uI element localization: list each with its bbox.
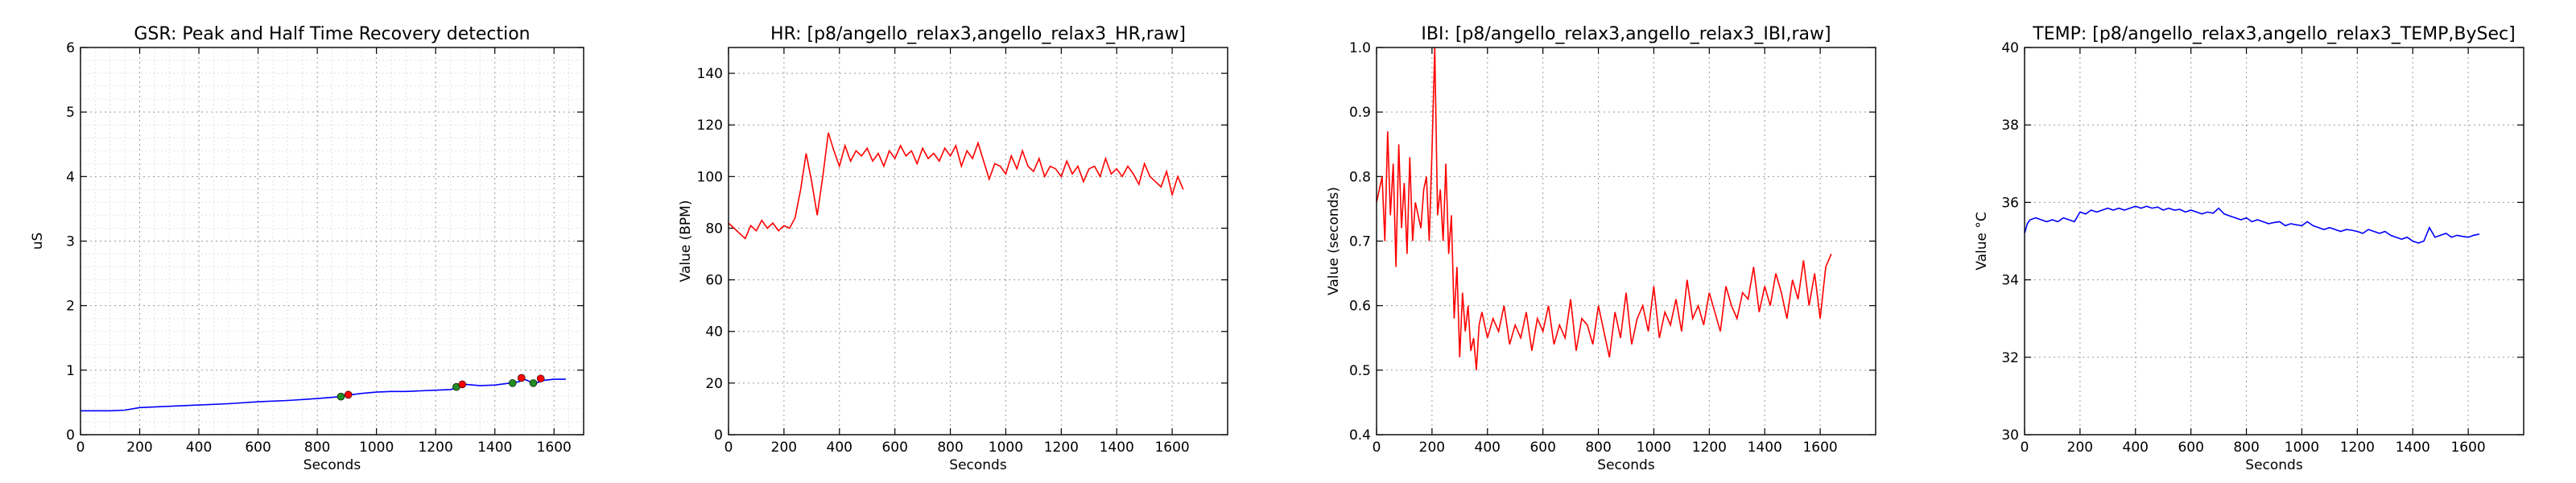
x-tick-label: 1200 <box>2340 440 2375 456</box>
y-axis-label: Value (BPM) <box>678 200 694 283</box>
y-tick-label: 140 <box>697 66 723 82</box>
peak-marker <box>529 379 538 387</box>
x-tick-label: 800 <box>937 440 963 456</box>
y-tick-label: 3 <box>66 234 75 250</box>
y-axis-label: Value °C <box>1974 212 1990 270</box>
x-tick-label: 0 <box>724 440 733 456</box>
x-axis-label: Seconds <box>303 457 361 473</box>
x-tick-label: 800 <box>2233 440 2259 456</box>
y-tick-label: 20 <box>705 376 723 392</box>
y-tick-label: 4 <box>66 169 75 185</box>
x-tick-label: 1400 <box>2396 440 2430 456</box>
x-tick-label: 1200 <box>1692 440 1727 456</box>
x-tick-label: 0 <box>76 440 85 456</box>
y-tick-label: 0.6 <box>1349 299 1371 315</box>
chart-title: TEMP: [p8/angello_relax3,angello_relax3_… <box>2032 24 2515 44</box>
series-line-1 <box>729 132 1184 240</box>
y-tick-label: 38 <box>2001 118 2019 134</box>
x-tick-label: 1000 <box>1637 440 1671 456</box>
y-tick-label: 0.5 <box>1349 363 1371 379</box>
x-tick-label: 1000 <box>989 440 1023 456</box>
x-tick-label: 400 <box>827 440 852 456</box>
x-tick-label: 1400 <box>1748 440 1782 456</box>
chart-title: IBI: [p8/angello_relax3,angello_relax3_I… <box>1421 24 1831 44</box>
x-tick-label: 1600 <box>2450 440 2485 456</box>
y-tick-label: 100 <box>697 169 723 185</box>
y-tick-label: 32 <box>2001 350 2019 366</box>
y-tick-label: 40 <box>2001 40 2019 56</box>
y-tick-label: 1.0 <box>1349 40 1371 56</box>
x-tick-label: 1600 <box>1802 440 1837 456</box>
plot-frame <box>728 47 1228 436</box>
y-tick-label: 80 <box>705 221 723 237</box>
chart-panel-2: 0 200 400 600 800 1000 1200 1400 1600 0 20 40 60 80 10… <box>678 24 1228 473</box>
x-tick-label: 600 <box>245 440 270 456</box>
x-tick-label: 1200 <box>1044 440 1079 456</box>
x-tick-label: 1400 <box>477 440 512 456</box>
x-tick-label: 200 <box>1419 440 1445 456</box>
y-tick-label: 120 <box>697 118 723 134</box>
chart-panel-4: 0 200 400 600 800 1000 1200 1400 1600 30 32 34 36 38 4… <box>1974 24 2524 473</box>
series-line-1 <box>1377 47 1832 370</box>
y-tick-label: 2 <box>66 299 75 315</box>
peak-marker <box>344 390 353 399</box>
y-tick-label: 60 <box>705 273 723 289</box>
x-tick-label: 1400 <box>1100 440 1134 456</box>
x-tick-label: 1600 <box>537 440 572 456</box>
y-tick-label: 1 <box>66 363 75 379</box>
chart-panel-1: 0 200 400 600 800 1000 1200 1400 1600 0 1 2 3 4 5 6 GSR:… <box>30 24 584 473</box>
x-tick-label: 400 <box>186 440 212 456</box>
x-tick-label: 1000 <box>2285 440 2319 456</box>
y-tick-label: 0.8 <box>1349 169 1371 185</box>
plot-frame <box>80 47 584 436</box>
x-tick-label: 600 <box>881 440 907 456</box>
x-tick-label: 400 <box>2123 440 2149 456</box>
x-tick-label: 200 <box>126 440 152 456</box>
peak-marker <box>336 392 345 401</box>
y-tick-label: 30 <box>2001 427 2019 444</box>
x-tick-label: 0 <box>1373 440 1381 456</box>
x-tick-label: 800 <box>1585 440 1611 456</box>
y-tick-label: 0.7 <box>1349 234 1371 250</box>
peak-marker <box>517 374 526 382</box>
chart-title: HR: [p8/angello_relax3,angello_relax3_HR… <box>770 24 1186 44</box>
y-tick-label: 6 <box>66 40 75 56</box>
y-tick-label: 40 <box>705 324 723 341</box>
peak-marker <box>536 374 545 383</box>
y-tick-label: 0 <box>66 427 75 444</box>
y-tick-label: 0 <box>714 427 723 444</box>
y-tick-label: 0.4 <box>1349 427 1371 444</box>
x-tick-label: 0 <box>2021 440 2029 456</box>
y-tick-label: 36 <box>2001 195 2019 211</box>
x-tick-label: 600 <box>1530 440 1555 456</box>
y-axis-label: Value (seconds) <box>1326 187 1342 295</box>
y-axis-label: uS <box>30 233 46 250</box>
x-tick-label: 1600 <box>1154 440 1189 456</box>
plot-frame <box>1376 47 1876 436</box>
x-tick-label: 200 <box>771 440 797 456</box>
plot-frame <box>2024 47 2524 436</box>
series-line-1 <box>2025 205 2480 244</box>
y-tick-label: 5 <box>66 105 75 121</box>
x-tick-label: 1200 <box>419 440 453 456</box>
chart-panel-3: 0 200 400 600 800 1000 1200 1400 1600 0.4 0.5 0.6 0.… <box>1326 24 1876 473</box>
series-line-1 <box>80 378 566 412</box>
x-tick-label: 200 <box>2067 440 2093 456</box>
x-tick-label: 1000 <box>359 440 394 456</box>
y-tick-label: 0.9 <box>1349 105 1371 121</box>
x-tick-label: 400 <box>1475 440 1501 456</box>
x-tick-label: 600 <box>2178 440 2203 456</box>
y-tick-label: 34 <box>2001 273 2019 289</box>
x-axis-label: Seconds <box>1597 457 1655 473</box>
x-tick-label: 800 <box>304 440 330 456</box>
chart-title: GSR: Peak and Half Time Recovery detecti… <box>134 24 530 44</box>
x-axis-label: Seconds <box>2245 457 2303 473</box>
peak-marker <box>458 380 467 389</box>
x-axis-label: Seconds <box>949 457 1007 473</box>
peak-marker <box>508 379 517 387</box>
